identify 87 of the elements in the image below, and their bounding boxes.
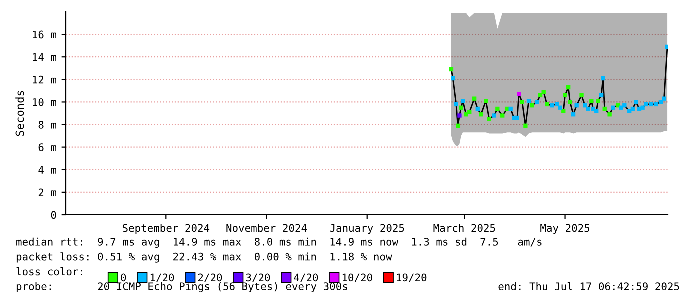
point: [608, 112, 612, 117]
point: [526, 99, 532, 104]
legend-label: 3/20: [246, 274, 270, 282]
line-series: [450, 46, 668, 127]
x-tick-label: September 2024: [122, 224, 210, 234]
point: [596, 99, 600, 104]
legend-label: 10/20: [342, 274, 372, 282]
x-tick-label: March 2025: [434, 224, 496, 232]
point: [644, 102, 648, 107]
y-tick-label: 8 m: [38, 121, 56, 129]
point: [449, 67, 454, 72]
point: [530, 104, 534, 108]
legend-label: 0: [121, 274, 126, 282]
y-tick-label: 10 m: [33, 98, 56, 106]
text: end: Thu Jul 17 06:42:59 2025: [498, 282, 680, 291]
point: [464, 112, 468, 117]
point: [492, 114, 496, 118]
point: [628, 109, 632, 114]
point: [594, 109, 599, 114]
point: [591, 106, 596, 112]
point: [611, 106, 616, 110]
y-tick-label: 12 m: [33, 76, 56, 84]
text: probe: 20 ICMP Echo Pings (56 Bytes) every 300s: [16, 282, 348, 293]
text: packet loss: 0.51 % avg 22.43 % max 0.00 % min 1.18 % now: [16, 252, 392, 263]
point: [586, 106, 590, 112]
legend-label: 4/20: [294, 274, 318, 282]
point: [496, 106, 500, 112]
y-tick-label: 0: [51, 211, 56, 220]
point: [563, 93, 568, 98]
legend-label: 1/20: [150, 274, 174, 282]
x-tick-label: May 2025: [540, 224, 590, 234]
point: [599, 93, 604, 98]
point: [601, 76, 606, 81]
point: [640, 106, 645, 110]
point: [622, 104, 627, 108]
point: [554, 102, 560, 107]
y-tick-label: 14 m: [33, 54, 56, 62]
legend-label: 19/20: [397, 274, 427, 282]
point: [558, 106, 562, 110]
point: [566, 85, 571, 90]
point: [520, 100, 524, 104]
point: [476, 106, 480, 112]
point: [562, 109, 566, 114]
point: [479, 112, 484, 117]
point: [460, 99, 466, 104]
point: [580, 93, 584, 98]
text: median rtt: 9.7 ms avg 14.9 ms max 8.0 ms min 14.9 ms now 1.3 ms sd 7.5 am/s: [16, 238, 542, 248]
point: [568, 100, 572, 104]
point: [545, 102, 550, 107]
y-tick-label: 6 m: [38, 144, 56, 152]
point: [658, 100, 664, 104]
point: [630, 106, 635, 112]
x-tick-label: November 2024: [226, 224, 308, 232]
y-axis-title: Seconds: [16, 91, 24, 136]
point: [515, 116, 520, 120]
point: [538, 93, 543, 98]
point: [602, 106, 607, 112]
point: [634, 100, 638, 104]
point: [459, 106, 464, 110]
point: [524, 124, 528, 128]
point: [535, 100, 540, 104]
point: [517, 92, 522, 96]
point: [571, 112, 576, 117]
point: [484, 99, 488, 104]
y-tick-label: 16 m: [33, 30, 56, 39]
point: [500, 114, 505, 118]
point: [454, 102, 459, 107]
point: [550, 104, 554, 108]
x-tick-label: January 2025: [330, 224, 404, 234]
point: [542, 90, 546, 94]
point: [468, 110, 472, 114]
point: [456, 124, 460, 128]
legend-label: 2/20: [198, 274, 222, 282]
point: [654, 102, 658, 107]
point: [487, 117, 492, 122]
point: [648, 102, 654, 107]
point: [508, 106, 513, 112]
legend-title: loss color:: [16, 268, 82, 276]
point: [472, 96, 477, 101]
point: [458, 114, 462, 118]
y-tick-label: 4 m: [38, 166, 56, 174]
point: [574, 104, 579, 108]
point: [582, 104, 588, 108]
point: [590, 99, 594, 104]
point: [662, 96, 666, 101]
y-tick-label: 2 m: [38, 188, 56, 196]
point: [451, 76, 456, 81]
